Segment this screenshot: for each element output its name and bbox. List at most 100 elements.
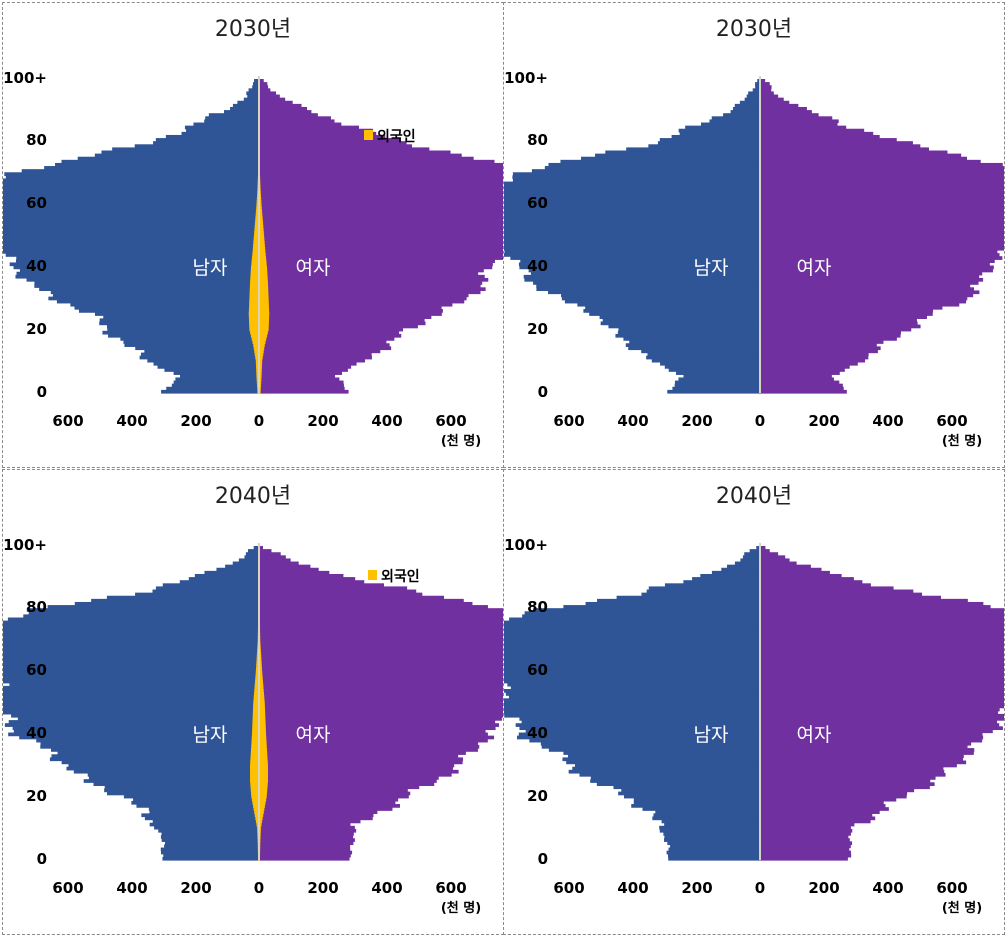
female-age-bar [259,134,386,139]
male-age-bar [504,661,760,665]
male-age-bar [171,383,259,388]
female-age-bar [760,766,944,771]
female-age-bar [760,645,1004,650]
male-age-bar [93,782,260,786]
male-age-bar [133,797,259,802]
female-age-bar [259,692,503,696]
female-age-bar [259,119,335,124]
female-age-bar [760,580,863,584]
male-age-bar [504,701,760,706]
male-age-bar [123,340,259,344]
male-age-bar [8,732,260,737]
female-age-bar [259,760,463,765]
female-age-bar [760,156,968,161]
female-age-bar [259,772,452,777]
female-age-bar [259,825,355,830]
female-age-bar [760,800,884,805]
male-age-bar [504,253,760,257]
female-age-bar [259,169,503,173]
female-age-bar [760,327,912,332]
male-age-bar [165,841,259,846]
female-age-bar [760,682,1004,687]
y-tick-label: 20 [26,320,47,338]
male-age-bar [3,667,260,671]
female-age-bar [760,365,850,369]
female-age-bar [760,838,850,842]
male-age-bar [664,583,760,588]
female-age-bar [259,110,312,114]
male-age-bar [504,184,760,189]
y-tick-label: 40 [26,724,47,742]
female-age-bar [760,243,1004,248]
female-age-bar [760,751,974,755]
male-age-bar [740,558,760,563]
female-age-bar [760,776,936,780]
male-age-bar [651,358,760,363]
male-age-bar [26,277,259,282]
female-age-bar [760,141,913,145]
male-age-bar [3,215,259,220]
female-age-bar [259,321,426,326]
male-age-bar [3,626,260,631]
y-tick-label: 80 [527,131,548,149]
y-tick-label: 20 [527,320,548,338]
female-age-bar [259,664,503,668]
female-age-bar [760,206,1004,211]
female-age-bar [760,125,847,130]
female-age-bar [760,748,975,752]
male-age-bar [504,222,760,226]
x-tick-label: 400 [872,412,903,430]
female-age-bar [760,813,873,818]
male-age-bar [646,589,760,594]
female-age-bar [760,592,923,597]
female-age-bar [760,389,847,394]
female-age-bar [259,608,503,612]
female-age-bar [259,698,503,703]
male-age-bar [626,147,760,152]
male-age-bar [734,561,760,566]
female-age-bar [760,318,917,323]
male-age-bar [504,633,760,637]
male-age-bar [723,113,760,117]
male-age-bar [136,804,259,808]
female-age-bar [760,290,980,295]
unit-label: (천 명) [441,433,481,449]
female-age-bar [760,284,971,288]
male-age-bar [73,769,259,774]
female-age-bar [760,175,1004,180]
male-age-bar [512,178,760,183]
male-age-bar [135,346,259,351]
male-age-bar [36,738,259,743]
female-age-bar [259,716,502,721]
male-age-bar [510,256,760,260]
male-age-bar [504,231,760,236]
male-age-bar [3,194,260,198]
male-age-bar [746,94,760,99]
male-age-bar [230,106,259,111]
male-age-bar [48,296,260,301]
female-age-bar [760,716,1004,721]
male-age-bar [577,302,760,307]
male-age-bar [61,159,259,164]
female-age-bar [760,657,1004,662]
female-age-bar [760,225,1004,229]
male-age-bar [533,608,760,612]
female-age-bar [760,134,880,139]
male-age-bar [579,772,760,777]
male-age-bar [540,741,760,746]
male-age-bar [144,816,259,821]
male-age-bar [175,377,259,382]
female-age-bar [259,723,500,727]
male-age-bar [104,785,259,790]
female-age-bar [760,128,865,133]
female-age-bar [259,754,459,759]
female-age-bar [259,246,503,251]
male-age-bar [504,654,760,659]
female-age-bar [760,231,1004,236]
female-age-bar [259,769,459,774]
y-axis-ticks: 0 20 40 60 80 100+ [504,536,548,868]
male-age-bar [504,713,760,718]
y-tick-label: 0 [37,383,47,401]
x-tick-label: 600 [936,412,967,430]
female-age-bar [760,228,1004,232]
